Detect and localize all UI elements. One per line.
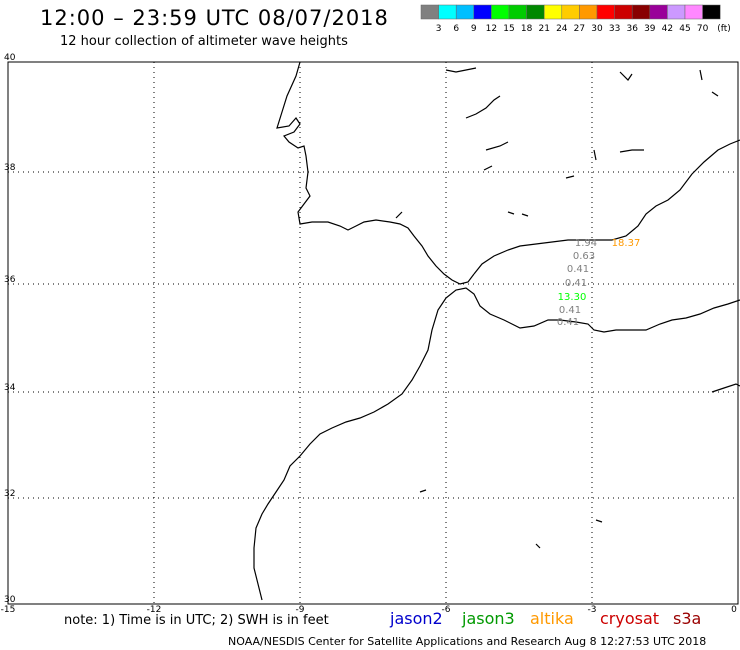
satellite-name: cryosat xyxy=(600,609,660,628)
legend-tick-label: 6 xyxy=(453,24,459,34)
map-frame xyxy=(7,61,739,605)
wave-height-value: 0.63 xyxy=(573,251,595,262)
legend-color-swatch xyxy=(543,4,563,20)
northern-coast-fragment xyxy=(445,67,477,73)
units-note: note: 1) Time is in UTC; 2) SWH is in fe… xyxy=(64,613,329,628)
legend-color-swatch xyxy=(684,4,703,20)
legend-tick-label: 21 xyxy=(538,24,549,34)
wave-height-value: 1.94 xyxy=(575,238,597,249)
small-island-7 xyxy=(595,519,603,523)
wave-height-value: 0.41 xyxy=(559,305,581,316)
legend-tick-label: 36 xyxy=(626,24,638,34)
latitude-label: 34 xyxy=(4,383,16,393)
longitude-label: -12 xyxy=(147,605,162,615)
satellite-name: s3a xyxy=(673,609,702,628)
longitude-label: -9 xyxy=(296,605,305,615)
legend-tick-label: 39 xyxy=(644,24,656,34)
wave-height-value: 18.37 xyxy=(612,238,641,249)
island-small-2 xyxy=(521,213,529,217)
longitude-label: -3 xyxy=(588,605,597,615)
legend-tick-label: 27 xyxy=(574,24,585,34)
legend-color-swatch xyxy=(561,4,580,20)
northern-coast-fragment-6 xyxy=(699,69,703,81)
legend-color-swatch xyxy=(631,4,651,20)
legend-tick-label: 12 xyxy=(486,24,497,34)
northern-coast-fragment-5 xyxy=(619,71,633,81)
legend-color-swatch xyxy=(526,4,545,20)
latitude-label: 38 xyxy=(4,163,16,173)
legend-tick-label: 9 xyxy=(471,24,477,34)
legend-tick-label: 45 xyxy=(679,24,690,34)
legend-color-swatch xyxy=(649,4,668,20)
legend-color-swatch xyxy=(667,4,686,20)
legend-unit-label: (ft) xyxy=(717,24,731,34)
legend-color-swatch xyxy=(455,4,475,20)
legend-tick-label: 18 xyxy=(521,24,533,34)
legend-tick-label: 42 xyxy=(662,24,673,34)
wave-height-value: 0.41 xyxy=(557,317,579,328)
northern-coast-fragment-4 xyxy=(619,149,644,153)
spain-mediterranean-coast xyxy=(473,139,740,275)
map-subtitle: 12 hour collection of altimeter wave hei… xyxy=(60,34,348,49)
satellite-name: jason2 xyxy=(390,609,443,628)
latitude-label: 30 xyxy=(4,595,16,605)
latitude-label: 32 xyxy=(4,489,15,499)
graticule xyxy=(7,61,739,605)
legend-color-swatch xyxy=(596,4,615,20)
legend-tick-label: 15 xyxy=(503,24,514,34)
island-small-1 xyxy=(507,211,515,215)
satellite-name: altika xyxy=(530,609,574,628)
northern-coast-fragment-7 xyxy=(711,91,719,97)
north-africa-east-fragment xyxy=(711,383,740,393)
legend-color-swatch xyxy=(614,4,633,20)
legend-tick-label: 33 xyxy=(609,24,620,34)
small-island-8 xyxy=(535,543,541,549)
wave-height-value: 13.30 xyxy=(558,292,587,303)
africa-mediterranean-coast xyxy=(445,287,740,333)
portugal-coast xyxy=(276,61,475,285)
northern-coast-fragment-2 xyxy=(465,95,501,119)
africa-atlantic-coast xyxy=(253,297,447,601)
longitude-label: -6 xyxy=(442,605,451,615)
legend-color-swatch xyxy=(491,4,510,20)
longitude-label: -15 xyxy=(1,605,16,615)
latitude-label: 40 xyxy=(4,53,16,63)
coastline xyxy=(253,61,740,601)
credit-line: NOAA/NESDIS Center for Satellite Applica… xyxy=(228,635,707,648)
small-island-6 xyxy=(419,489,427,493)
legend-color-swatch xyxy=(438,4,457,20)
northern-coast-fragment-3 xyxy=(485,141,509,151)
wave-height-value: 0.41 xyxy=(567,264,589,275)
legend-color-swatch xyxy=(702,4,721,20)
island-small-5 xyxy=(395,211,403,219)
legend-color-swatch xyxy=(420,4,439,20)
legend-tick-label: 24 xyxy=(556,24,568,34)
map-title: 12:00 – 23:59 UTC 08/07/2018 xyxy=(40,6,389,30)
axis-labels: -15 -12 -9 -6 -3 0 40 38 36 34 32 30 xyxy=(1,53,737,615)
longitude-label: 0 xyxy=(731,605,737,615)
color-legend: 3 6 9 12 15 18 21 24 27 30 33 36 39 42 45 70 (ft) xyxy=(420,4,731,34)
island-small-3 xyxy=(483,165,493,171)
northern-coast-fragment-8 xyxy=(593,149,597,161)
island-small-4 xyxy=(565,175,575,179)
legend-tick-label: 30 xyxy=(591,24,603,34)
legend-color-swatch xyxy=(579,4,598,20)
legend-tick-label: 70 xyxy=(697,24,709,34)
legend-color-swatch xyxy=(473,4,492,20)
satellite-name: jason3 xyxy=(462,609,515,628)
legend-tick-label: 3 xyxy=(436,24,442,34)
wave-height-value: 0.41 xyxy=(565,278,587,289)
latitude-label: 36 xyxy=(4,275,16,285)
legend-color-swatch xyxy=(508,4,527,20)
